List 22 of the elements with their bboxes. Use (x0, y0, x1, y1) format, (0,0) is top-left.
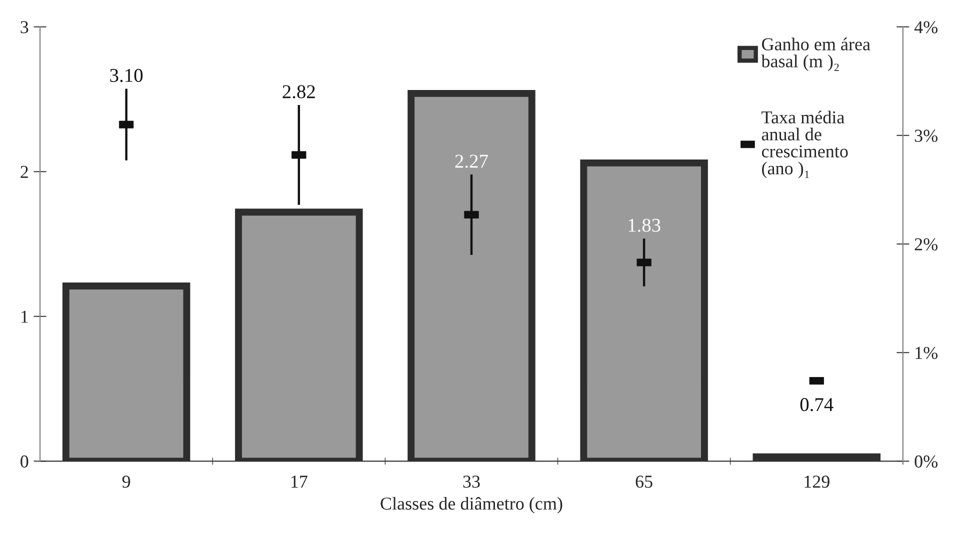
x-axis-title: Classes de diâmetro (cm) (380, 496, 562, 514)
data-label: 1.83 (628, 218, 660, 232)
legend-label: Taxa média anual de crescimento (ano )₁ (762, 110, 848, 178)
x-tick-label: 9 (122, 476, 130, 488)
x-tick-label: 129 (804, 476, 830, 488)
data-label: 3.10 (110, 68, 143, 82)
x-tick-label: 33 (463, 476, 480, 488)
legend-label: Ganho em área basal (m )₂ (761, 38, 870, 72)
x-tick-label: 65 (636, 476, 652, 488)
y-tick-label: 3 (20, 21, 28, 34)
y2-tick-label: 4% (914, 21, 938, 34)
data-label: 0.74 (800, 398, 834, 412)
x-tick-label: 17 (291, 476, 308, 488)
y2-tick-label: 2% (914, 238, 938, 251)
data-label: 2.27 (455, 154, 488, 168)
y2-tick-label: 3% (914, 130, 938, 142)
y2-tick-label: 0% (914, 455, 938, 468)
y-tick-label: 1 (21, 310, 28, 323)
data-label: 2.82 (282, 85, 315, 98)
y2-tick-label: 1% (916, 346, 938, 360)
y-tick-label: 0 (20, 455, 28, 468)
y-tick-label: 2 (20, 166, 28, 178)
